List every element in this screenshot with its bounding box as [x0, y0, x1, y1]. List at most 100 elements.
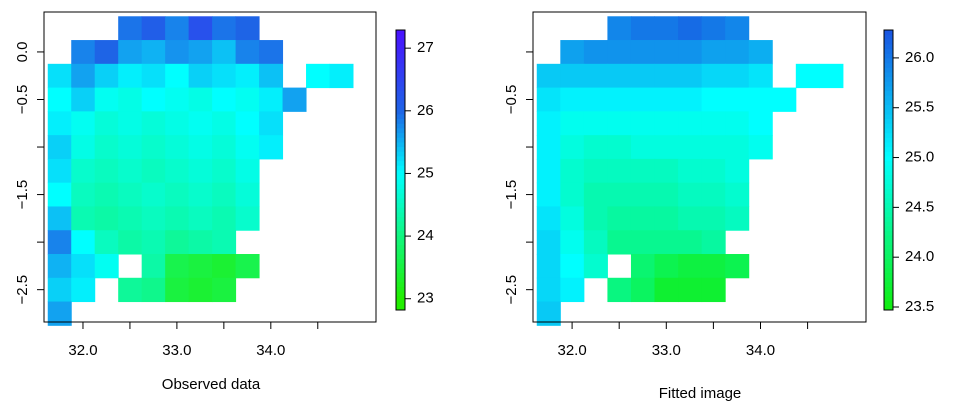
heat-cell	[165, 16, 189, 40]
colorbar-tick-label: 26	[417, 102, 434, 119]
heat-cell	[607, 111, 631, 135]
colorbar-step	[396, 198, 405, 203]
colorbar-step	[884, 235, 893, 240]
heat-cell	[725, 206, 749, 230]
colorbar-step	[884, 301, 893, 306]
heat-cell	[165, 159, 189, 183]
colorbar-step	[884, 77, 893, 82]
colorbar-step	[396, 282, 405, 287]
heat-cell	[631, 230, 655, 254]
colorbar-step	[396, 207, 405, 212]
colorbar-step	[396, 119, 405, 124]
heat-cell	[796, 64, 820, 88]
colorbar-step	[884, 273, 893, 278]
colorbar-step	[396, 44, 405, 49]
colorbar-step	[884, 109, 893, 114]
heat-cell	[236, 254, 260, 278]
heat-cell	[678, 183, 702, 207]
colorbar-step	[396, 58, 405, 63]
heat-cell	[537, 88, 561, 112]
heat-cell	[655, 230, 679, 254]
heat-cell	[71, 40, 95, 64]
heat-cell	[702, 183, 726, 207]
heat-cell	[537, 278, 561, 302]
colorbar-step	[884, 142, 893, 147]
colorbar-step	[884, 184, 893, 189]
heat-cell	[236, 40, 260, 64]
heat-cell	[142, 183, 166, 207]
heat-cell	[537, 64, 561, 88]
heat-cell	[655, 40, 679, 64]
heat-cell	[725, 183, 749, 207]
heat-cell	[259, 135, 283, 159]
heat-cell	[95, 111, 119, 135]
colorbar-step	[396, 259, 405, 264]
heat-cell	[631, 206, 655, 230]
colorbar-step	[396, 39, 405, 44]
heat-cell	[118, 64, 142, 88]
colorbar-step	[396, 156, 405, 161]
heat-cell	[283, 88, 307, 112]
heat-cell	[259, 40, 283, 64]
colorbar-step	[396, 161, 405, 166]
heat-cell	[212, 64, 236, 88]
colorbar-step	[884, 137, 893, 142]
heat-cell	[631, 135, 655, 159]
colorbar-step	[884, 231, 893, 236]
heat-cell	[584, 64, 608, 88]
heat-cell	[678, 159, 702, 183]
colorbar-step	[884, 175, 893, 180]
colorbar-tick-label: 25.5	[905, 99, 934, 116]
x-tick-label: 34.0	[256, 342, 285, 359]
colorbar-step	[396, 235, 405, 240]
heat-cell	[71, 159, 95, 183]
heat-cell	[48, 254, 72, 278]
heat-cell	[189, 88, 213, 112]
colorbar-step	[884, 179, 893, 184]
colorbar-step	[396, 151, 405, 156]
colorbar-step	[884, 123, 893, 128]
heat-cell	[678, 64, 702, 88]
colorbar-tick-label: 27	[417, 39, 434, 56]
colorbar-step	[396, 77, 405, 82]
colorbar-step	[884, 30, 893, 35]
heat-cell	[118, 135, 142, 159]
heat-cell	[537, 254, 561, 278]
heat-cell	[142, 64, 166, 88]
heat-cell	[212, 16, 236, 40]
x-tick-label: 33.0	[162, 342, 191, 359]
heat-cell	[702, 135, 726, 159]
heat-cell	[655, 135, 679, 159]
heat-cell	[236, 135, 260, 159]
heat-cell	[655, 159, 679, 183]
heat-cell	[631, 159, 655, 183]
heat-cell	[71, 183, 95, 207]
colorbar-step	[884, 151, 893, 156]
heat-cell	[165, 254, 189, 278]
heat-cell	[772, 88, 796, 112]
x-axis-label: Observed data	[162, 376, 261, 393]
colorbar	[884, 30, 893, 310]
colorbar-step	[396, 72, 405, 77]
colorbar-step	[396, 193, 405, 198]
colorbar-step	[396, 81, 405, 86]
colorbar-tick-label: 23.5	[905, 298, 934, 315]
heat-cell	[537, 206, 561, 230]
colorbar-step	[884, 58, 893, 63]
heat-cell	[212, 40, 236, 64]
colorbar-step	[884, 161, 893, 166]
heat-cell	[71, 254, 95, 278]
colorbar-step	[396, 240, 405, 245]
colorbar-step	[396, 296, 405, 301]
colorbar-step	[396, 137, 405, 142]
colorbar-step	[884, 119, 893, 124]
colorbar-step	[884, 203, 893, 208]
heat-cell	[631, 64, 655, 88]
colorbar-step	[884, 207, 893, 212]
heat-cell	[48, 183, 72, 207]
heat-cell	[212, 278, 236, 302]
heat-cell	[48, 206, 72, 230]
heat-cell	[236, 88, 260, 112]
colorbar-step	[884, 193, 893, 198]
